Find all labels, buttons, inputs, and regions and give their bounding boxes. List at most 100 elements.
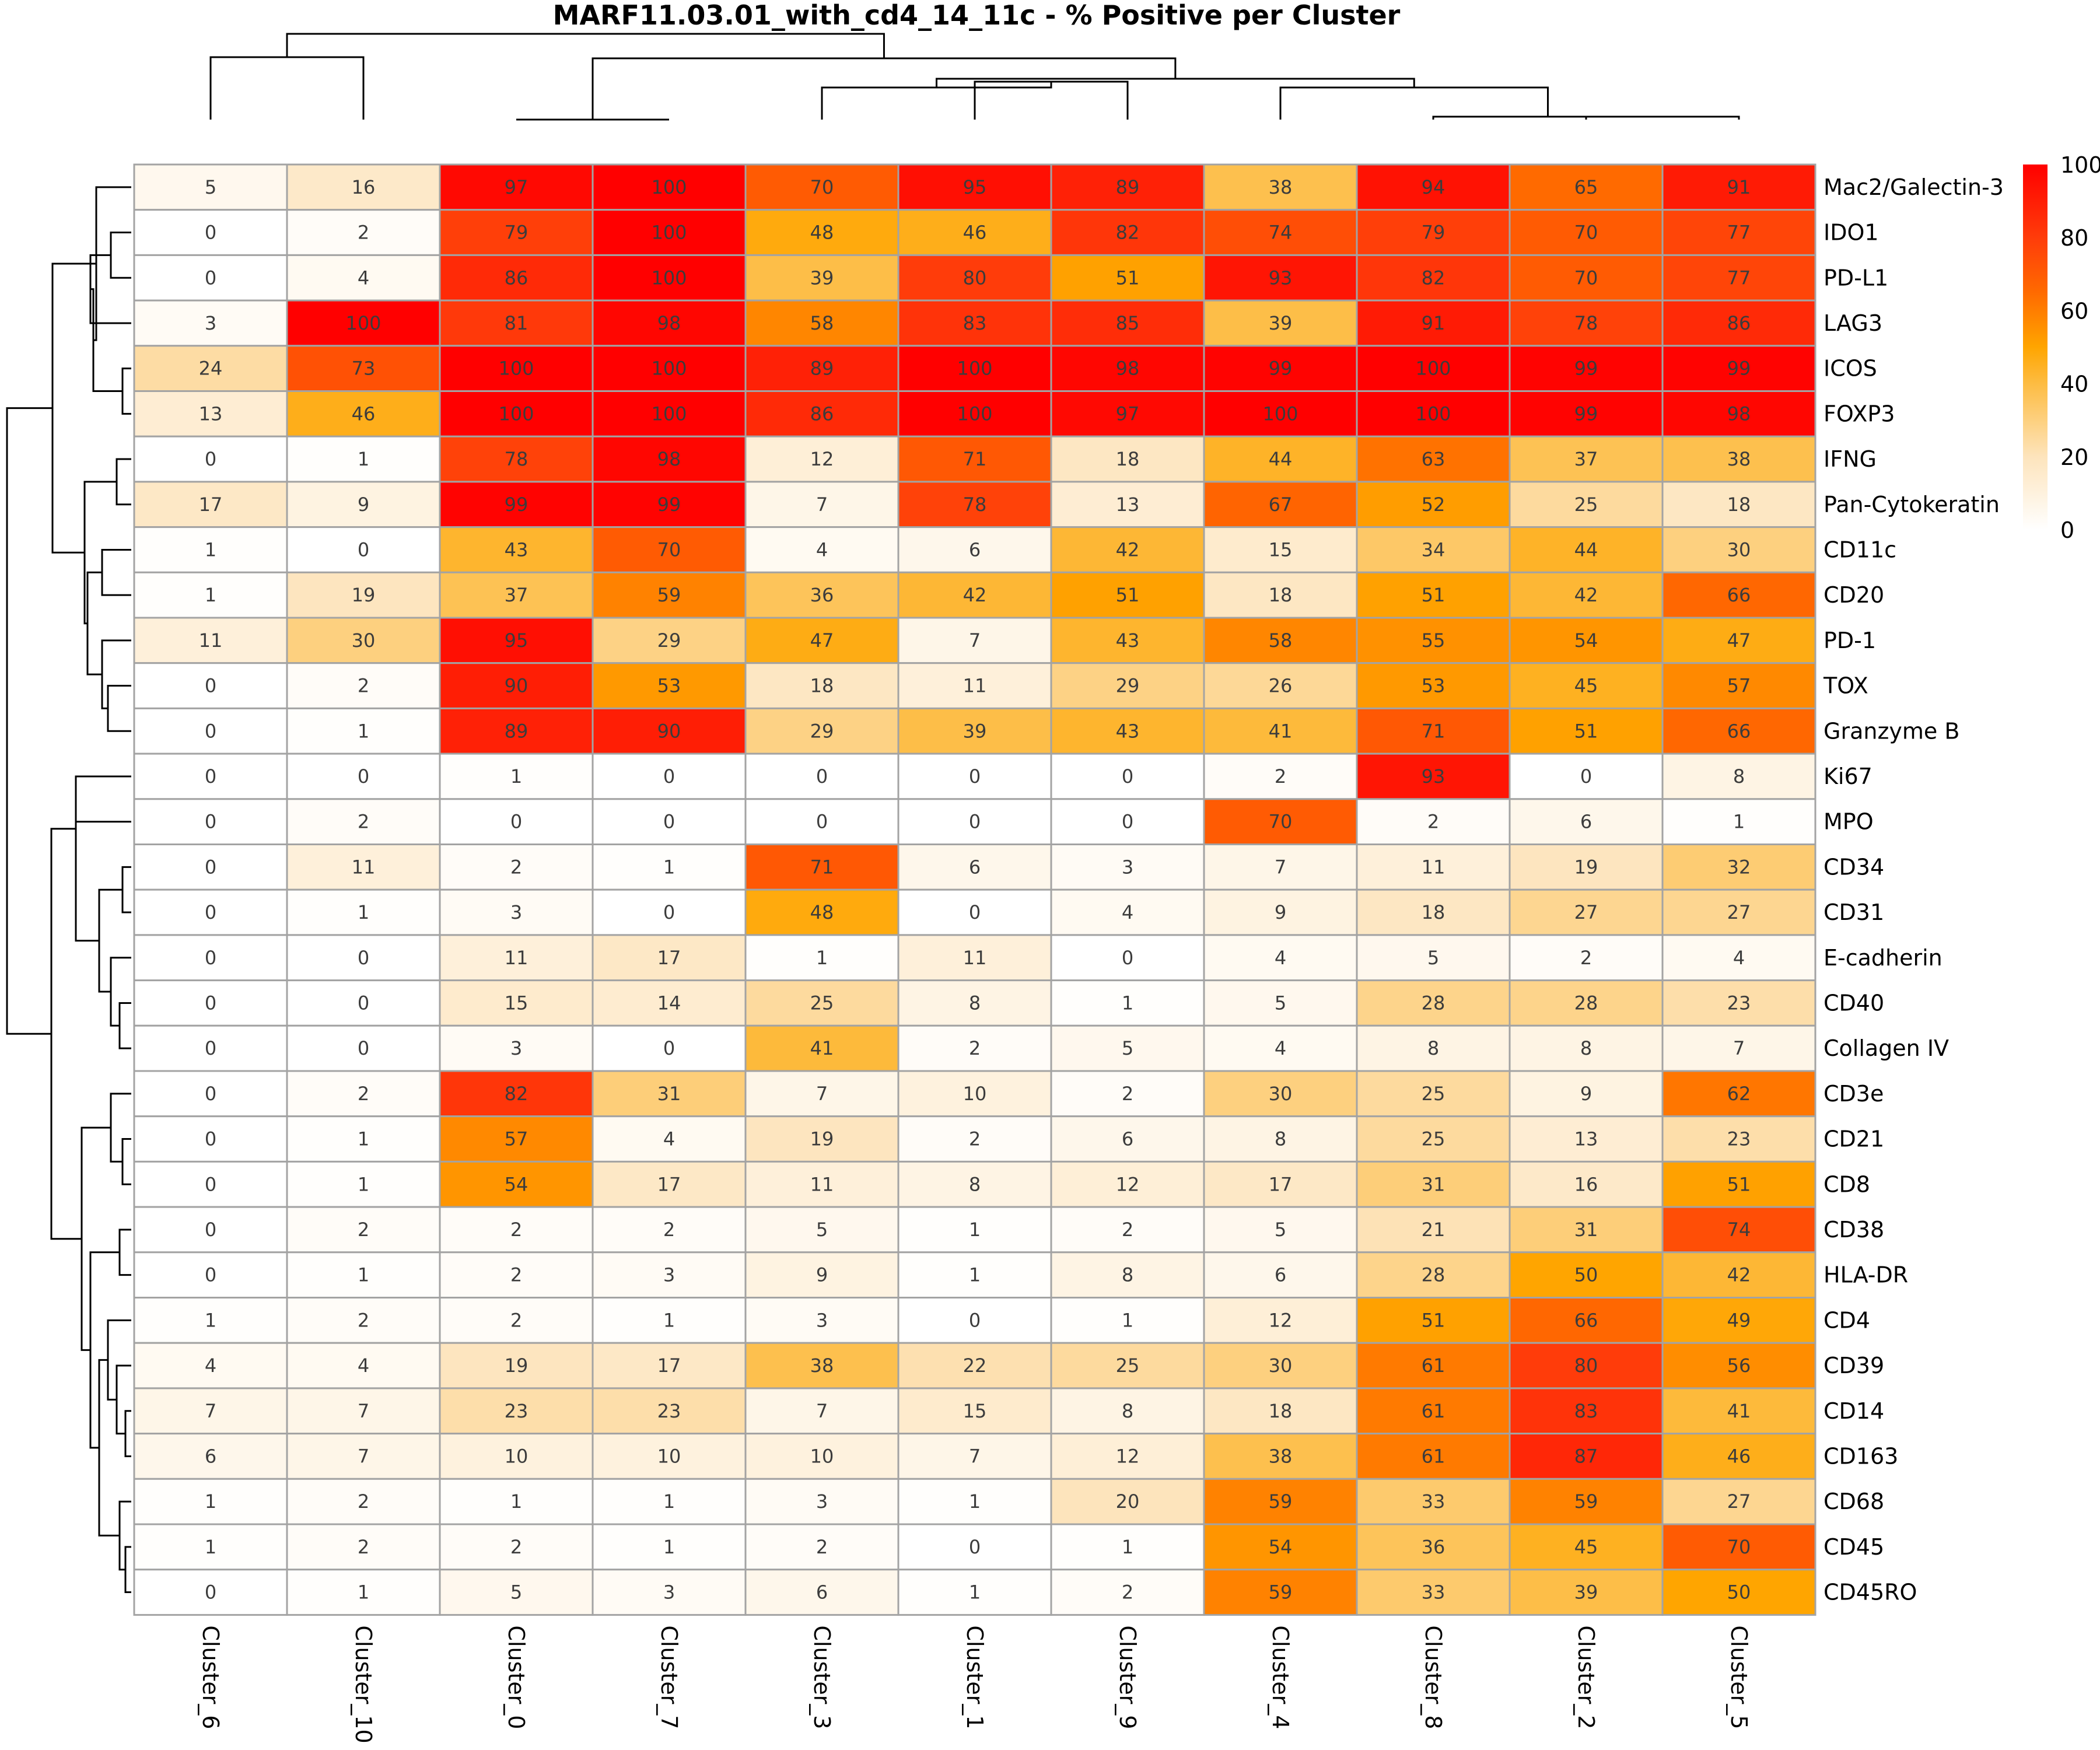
cell-value: 0 [969, 811, 981, 833]
cell-value: 98 [1116, 358, 1140, 380]
cell-value: 23 [1727, 992, 1751, 1014]
heatmap-cell [1661, 798, 1817, 846]
cell-value: 98 [657, 448, 681, 470]
cell-value: 22 [963, 1354, 987, 1377]
cell-value: 11 [199, 629, 223, 652]
cell-value: 0 [358, 1037, 369, 1059]
cell-value: 0 [358, 765, 369, 788]
heatmap-cell [133, 1115, 288, 1163]
cell-value: 0 [358, 992, 369, 1014]
heatmap-cell [286, 617, 441, 664]
cell-value: 17 [1269, 1173, 1293, 1195]
cell-value: 36 [810, 584, 834, 606]
cell-value: 0 [205, 765, 216, 788]
heatmap-cell [1203, 1523, 1358, 1571]
dendrogram-branch [83, 481, 117, 625]
heatmap-cell [133, 163, 288, 211]
cell-value: 2 [358, 222, 369, 244]
dendrogram-branch [209, 56, 365, 120]
cell-value: 10 [963, 1083, 987, 1105]
cell-value: 7 [816, 494, 828, 516]
heatmap-cell [592, 1024, 747, 1072]
heatmap-cell [744, 390, 900, 438]
heatmap-cell [1203, 1297, 1358, 1344]
heatmap-cell [744, 934, 900, 982]
cell-value: 9 [358, 494, 369, 516]
heatmap-cell [133, 254, 288, 302]
legend-tick-label: 20 [2060, 444, 2088, 470]
cell-value: 51 [1116, 267, 1140, 289]
cell-value: 4 [205, 1354, 216, 1377]
cell-value: 42 [1574, 584, 1598, 606]
cell-value: 13 [1574, 1128, 1598, 1150]
dendrogram-branch [93, 186, 131, 341]
dendrogram-branch [6, 407, 52, 1035]
cell-value: 24 [199, 358, 223, 380]
heatmap-cell [1508, 617, 1664, 664]
cell-value: 0 [205, 811, 216, 833]
cell-value: 2 [1427, 811, 1439, 833]
heatmap-cell [1661, 1297, 1817, 1344]
heatmap-cell [1661, 526, 1817, 573]
cell-value: 4 [816, 538, 828, 561]
cell-value: 100 [651, 402, 687, 425]
heatmap-cell [744, 1478, 900, 1525]
dendrogram-branch [75, 775, 131, 881]
row-label: IDO1 [1824, 220, 1879, 246]
cell-value: 0 [205, 1219, 216, 1241]
cell-value: 1 [358, 1128, 369, 1150]
cell-value: 17 [199, 494, 223, 516]
heatmap-cell [592, 1251, 747, 1299]
cell-value: 67 [1269, 494, 1293, 516]
cell-value: 17 [657, 1354, 681, 1377]
cell-value: 83 [963, 312, 987, 334]
heatmap-cell [897, 481, 1052, 528]
heatmap-cell [744, 888, 900, 936]
heatmap-cell [592, 1478, 747, 1525]
legend-tick-label: 60 [2060, 298, 2088, 324]
cell-value: 99 [1574, 358, 1598, 380]
cell-value: 77 [1727, 267, 1751, 289]
cell-value: 39 [810, 267, 834, 289]
cell-value: 29 [810, 720, 834, 742]
cell-value: 38 [1269, 1445, 1293, 1467]
cell-value: 51 [1727, 1173, 1751, 1195]
row-label: PD-L1 [1824, 265, 1888, 290]
heatmap-cell [439, 390, 594, 438]
heatmap-cell [133, 526, 288, 573]
heatmap-cell [1661, 662, 1817, 709]
cell-value: 100 [498, 402, 534, 425]
cell-value: 8 [1580, 1037, 1592, 1059]
heatmap-cell [1508, 979, 1664, 1027]
heatmap-cell [1661, 390, 1817, 438]
heatmap-cell [1356, 1160, 1511, 1208]
heatmap-cell [439, 979, 594, 1027]
cell-value: 12 [810, 448, 834, 470]
dendrogram-branch [107, 1319, 131, 1401]
row-label: LAG3 [1824, 310, 1882, 336]
cell-value: 28 [1422, 992, 1446, 1014]
column-label: Cluster_10 [351, 1625, 376, 1743]
cell-value: 12 [1116, 1445, 1140, 1467]
cell-value: 8 [1122, 1264, 1133, 1286]
heatmap-cell [286, 254, 441, 302]
heatmap-cell [592, 1160, 747, 1208]
cell-value: 54 [1269, 1536, 1293, 1558]
cell-value: 2 [510, 856, 522, 878]
cell-value: 66 [1574, 1309, 1598, 1331]
cell-value: 2 [1122, 1219, 1133, 1241]
heatmap-cell [1508, 1478, 1664, 1525]
cell-value: 70 [1269, 811, 1293, 833]
cell-value: 0 [663, 811, 675, 833]
legend-color-bar [2023, 164, 2048, 530]
heatmap-cell [439, 209, 594, 256]
legend-tick-label: 80 [2060, 225, 2088, 251]
cell-value: 100 [1415, 358, 1451, 380]
cell-value: 8 [969, 1173, 981, 1195]
cell-value: 51 [1574, 720, 1598, 742]
cell-value: 0 [1580, 765, 1592, 788]
cell-value: 2 [358, 1536, 369, 1558]
cell-value: 17 [657, 947, 681, 969]
cell-value: 19 [352, 584, 376, 606]
heatmap-cell [744, 798, 900, 846]
